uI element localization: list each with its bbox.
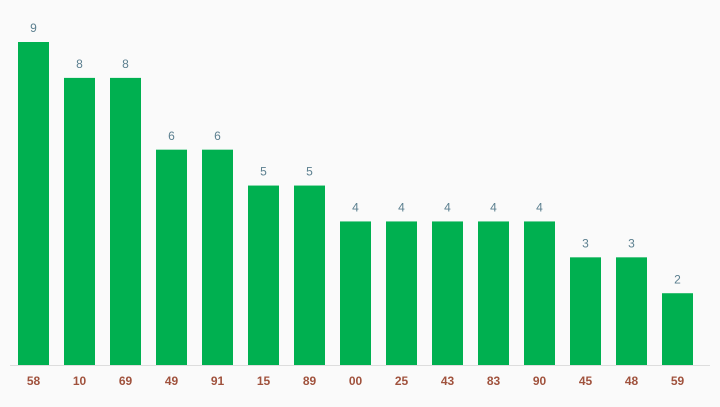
x-tick-label: 48 [625,374,639,388]
value-label: 4 [352,201,359,215]
bar [156,149,187,365]
value-label: 9 [30,21,37,35]
value-label: 8 [76,57,83,71]
x-tick-label: 83 [487,374,501,388]
value-label: 4 [536,201,543,215]
value-label: 4 [490,201,497,215]
value-label: 3 [582,237,589,251]
x-tick-label: 90 [533,374,547,388]
value-label: 2 [674,272,681,286]
bar [616,257,647,365]
bar [110,77,141,365]
x-tick-label: 25 [395,374,409,388]
value-label: 6 [214,129,221,143]
bar [432,221,463,365]
x-tick-label: 15 [257,374,271,388]
bar [18,42,49,365]
value-label: 4 [398,201,405,215]
value-label: 6 [168,129,175,143]
x-tick-label: 89 [303,374,317,388]
bar [202,149,233,365]
x-tick-label: 69 [119,374,133,388]
bar [524,221,555,365]
bar [340,221,371,365]
bar [248,185,279,365]
bar [64,77,95,365]
x-tick-label: 45 [579,374,593,388]
x-tick-label: 49 [165,374,179,388]
bar [662,293,693,365]
bar [294,185,325,365]
x-tick-label: 59 [671,374,685,388]
bar [386,221,417,365]
x-tick-label: 10 [73,374,87,388]
bar [570,257,601,365]
bar [478,221,509,365]
x-tick-label: 58 [27,374,41,388]
value-label: 4 [444,201,451,215]
value-label: 3 [628,237,635,251]
x-tick-label: 43 [441,374,455,388]
x-tick-label: 00 [349,374,363,388]
value-label: 5 [306,165,313,179]
value-label: 5 [260,165,267,179]
value-label: 8 [122,57,129,71]
x-tick-label: 91 [211,374,225,388]
